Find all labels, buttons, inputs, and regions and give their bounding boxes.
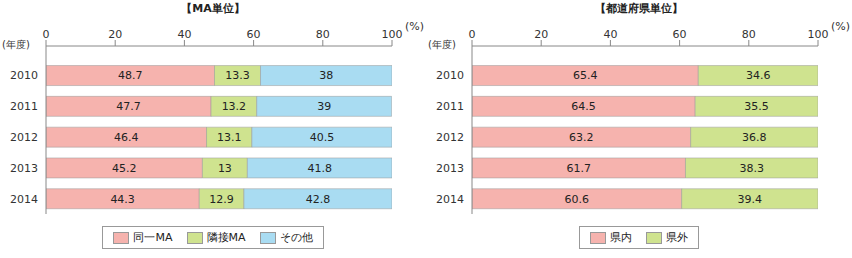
svg-text:13: 13 xyxy=(218,162,232,175)
svg-text:38.3: 38.3 xyxy=(739,162,764,175)
svg-text:80: 80 xyxy=(316,28,330,41)
svg-text:40.5: 40.5 xyxy=(310,131,335,144)
svg-text:100: 100 xyxy=(808,28,829,41)
svg-text:39.4: 39.4 xyxy=(738,193,763,206)
html-text:隣接MA: 隣接MA xyxy=(206,231,246,244)
svg-text:13.3: 13.3 xyxy=(225,69,250,82)
svg-text:65.4: 65.4 xyxy=(573,69,598,82)
svg-text:13.1: 13.1 xyxy=(217,131,242,144)
svg-text:100: 100 xyxy=(382,28,403,41)
svg-text:2013: 2013 xyxy=(436,162,464,175)
svg-text:61.7: 61.7 xyxy=(566,162,591,175)
svg-text:20: 20 xyxy=(108,28,122,41)
svg-text:20: 20 xyxy=(534,28,548,41)
svg-text:2014: 2014 xyxy=(10,193,38,206)
svg-text:2012: 2012 xyxy=(10,131,38,144)
svg-text:64.5: 64.5 xyxy=(571,100,596,113)
svg-text:60.6: 60.6 xyxy=(565,193,590,206)
html-text:県内: 県内 xyxy=(610,231,632,244)
svg-text:2013: 2013 xyxy=(10,162,38,175)
svg-text:13.2: 13.2 xyxy=(222,100,247,113)
svg-text:80: 80 xyxy=(742,28,756,41)
svg-text:44.3: 44.3 xyxy=(110,193,135,206)
svg-text:2011: 2011 xyxy=(436,100,464,113)
svg-text:0: 0 xyxy=(43,28,50,41)
svg-text:45.2: 45.2 xyxy=(112,162,137,175)
svg-text:2012: 2012 xyxy=(436,131,464,144)
svg-text:40: 40 xyxy=(603,28,617,41)
svg-text:41.8: 41.8 xyxy=(307,162,332,175)
svg-text:60: 60 xyxy=(247,28,261,41)
svg-text:2014: 2014 xyxy=(436,193,464,206)
html-text:その他: その他 xyxy=(279,231,313,244)
html-text:(年度): (年度) xyxy=(428,39,456,50)
html-text:【MA単位】: 【MA単位】 xyxy=(181,2,245,15)
svg-text:2010: 2010 xyxy=(10,69,38,82)
svg-text:38: 38 xyxy=(319,69,333,82)
svg-text:47.7: 47.7 xyxy=(116,100,141,113)
html-text:【都道府県単位】: 【都道府県単位】 xyxy=(595,2,683,15)
svg-text:42.8: 42.8 xyxy=(306,193,331,206)
svg-text:40: 40 xyxy=(177,28,191,41)
svg-text:34.6: 34.6 xyxy=(746,69,771,82)
svg-text:12.9: 12.9 xyxy=(209,193,234,206)
html-text:同一MA: 同一MA xyxy=(133,231,173,244)
svg-text:36.8: 36.8 xyxy=(742,131,767,144)
svg-text:2011: 2011 xyxy=(10,100,38,113)
svg-text:35.5: 35.5 xyxy=(744,100,769,113)
svg-text:63.2: 63.2 xyxy=(569,131,594,144)
svg-text:48.7: 48.7 xyxy=(118,69,143,82)
html-text:(年度): (年度) xyxy=(2,39,30,50)
html-text:県外: 県外 xyxy=(666,231,688,244)
svg-text:46.4: 46.4 xyxy=(114,131,139,144)
svg-text:2010: 2010 xyxy=(436,69,464,82)
svg-text:0: 0 xyxy=(469,28,476,41)
svg-text:39: 39 xyxy=(317,100,331,113)
svg-text:60: 60 xyxy=(673,28,687,41)
